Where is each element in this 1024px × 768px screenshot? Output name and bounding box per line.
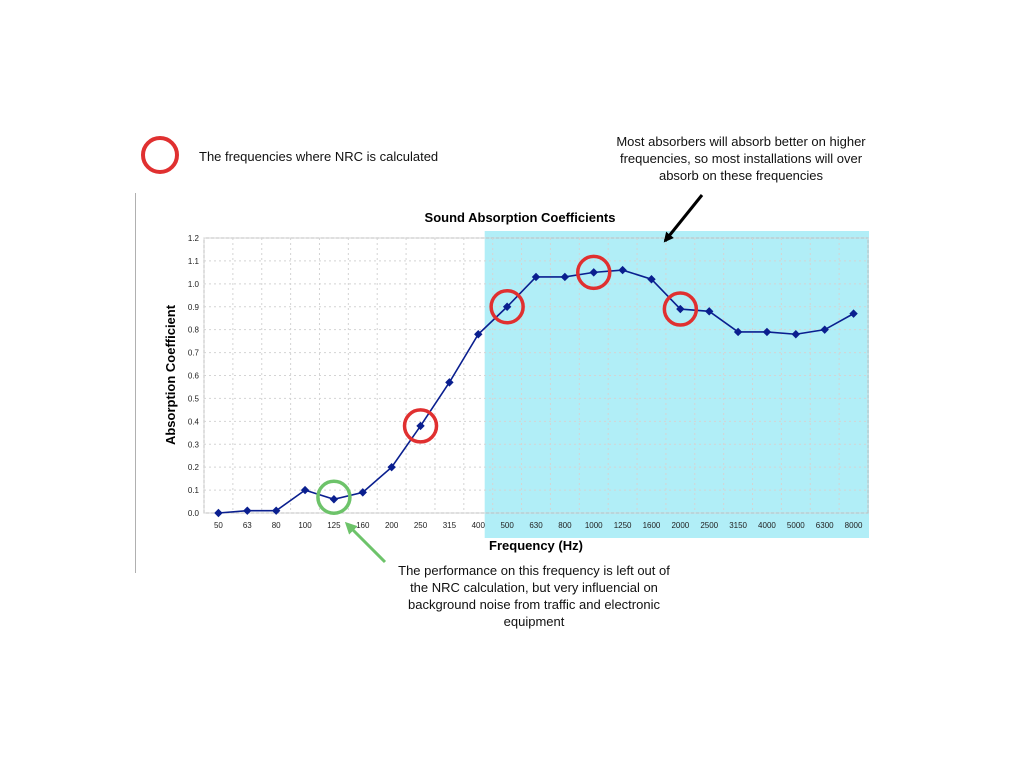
data-point xyxy=(358,488,367,497)
nrc-ring-icon xyxy=(402,408,439,444)
x-tick-label: 8000 xyxy=(845,521,863,530)
x-tick-label: 315 xyxy=(443,521,457,530)
data-point xyxy=(243,506,252,515)
high-frequency-note: Most absorbers will absorb better on hig… xyxy=(616,134,866,183)
x-tick-label: 50 xyxy=(214,521,223,530)
x-axis-ticks: 50 63 80 100 125 160 200 250 315 400 500 630 800 1000… xyxy=(214,521,863,530)
x-tick-label: 500 xyxy=(500,521,514,530)
nrc-markers xyxy=(316,254,699,515)
x-tick-label: 3150 xyxy=(729,521,747,530)
data-point xyxy=(387,462,396,472)
data-point xyxy=(820,325,829,334)
series-line-layer xyxy=(214,265,858,518)
y-tick-label: 0.1 xyxy=(188,486,200,495)
x-tick-label: 125 xyxy=(327,521,341,530)
data-point xyxy=(474,330,483,339)
x-tick-label: 1000 xyxy=(585,521,603,530)
data-point xyxy=(560,272,570,282)
x-tick-label: 2500 xyxy=(700,521,718,530)
y-tick-label: 1.0 xyxy=(188,280,200,289)
low-frequency-note: The performance on this frequency is lef… xyxy=(398,563,670,629)
data-point xyxy=(762,327,772,337)
y-tick-label: 0.4 xyxy=(188,417,200,426)
x-tick-label: 80 xyxy=(272,521,281,530)
data-point xyxy=(618,265,627,275)
x-tick-label: 250 xyxy=(414,521,428,530)
x-tick-label: 160 xyxy=(356,521,370,530)
legend-label: The frequencies where NRC is calculated xyxy=(199,149,439,164)
x-tick-label: 4000 xyxy=(758,521,776,530)
y-tick-label: 0.5 xyxy=(188,394,200,403)
data-point xyxy=(531,272,541,282)
y-tick-label: 0.3 xyxy=(188,440,200,449)
bottom-note-arrow-icon xyxy=(344,521,387,564)
x-tick-label: 6300 xyxy=(816,521,834,530)
slide-divider-line xyxy=(135,193,136,573)
nrc-ring-icon xyxy=(575,254,612,291)
y-tick-label: 1.2 xyxy=(188,234,200,243)
data-point xyxy=(416,421,425,431)
top-note-arrow-icon xyxy=(663,194,704,243)
y-tick-label: 0.6 xyxy=(188,372,200,381)
data-point xyxy=(589,268,598,277)
legend-nrc-marker-icon xyxy=(141,136,179,174)
x-axis-title: Frequency (Hz) xyxy=(489,538,583,553)
y-axis-title: Absorption Coefficient xyxy=(163,304,178,445)
nrc-ring-icon xyxy=(489,289,525,325)
data-point xyxy=(300,485,310,495)
data-point xyxy=(676,304,685,314)
data-point xyxy=(329,495,339,504)
x-tick-label: 200 xyxy=(385,521,399,530)
nrc-ring-icon xyxy=(662,291,699,327)
data-point xyxy=(849,309,858,318)
data-point xyxy=(705,307,714,316)
x-tick-label: 63 xyxy=(243,521,252,530)
x-tick-label: 1250 xyxy=(614,521,632,530)
x-tick-label: 5000 xyxy=(787,521,805,530)
y-tick-label: 0.8 xyxy=(188,326,200,335)
data-point xyxy=(445,378,454,387)
data-point xyxy=(733,327,743,337)
x-tick-label: 2000 xyxy=(671,521,689,530)
low-frequency-ring-icon xyxy=(316,479,352,515)
y-tick-label: 1.1 xyxy=(188,257,200,266)
x-tick-label: 630 xyxy=(529,521,543,530)
data-point xyxy=(502,302,512,311)
x-tick-label: 100 xyxy=(298,521,312,530)
y-tick-label: 0.2 xyxy=(188,463,200,472)
chart-title: Sound Absorption Coefficients xyxy=(425,210,616,225)
high-frequency-highlight xyxy=(484,231,869,538)
y-axis-ticks: 0.0 0.1 0.2 0.3 0.4 0.5 0.6 0.7 0.8 0.9 1.0 1.1 1.2 xyxy=(188,234,200,518)
data-point xyxy=(791,330,801,339)
grid-lines xyxy=(203,237,869,514)
y-tick-label: 0.9 xyxy=(188,303,200,312)
data-point xyxy=(647,275,656,284)
data-point xyxy=(214,508,223,518)
y-tick-label: 0.7 xyxy=(188,349,200,358)
x-tick-label: 1600 xyxy=(643,521,661,530)
y-tick-label: 0.0 xyxy=(188,509,200,518)
x-tick-label: 800 xyxy=(558,521,572,530)
data-point xyxy=(271,506,281,515)
x-tick-label: 400 xyxy=(472,521,486,530)
